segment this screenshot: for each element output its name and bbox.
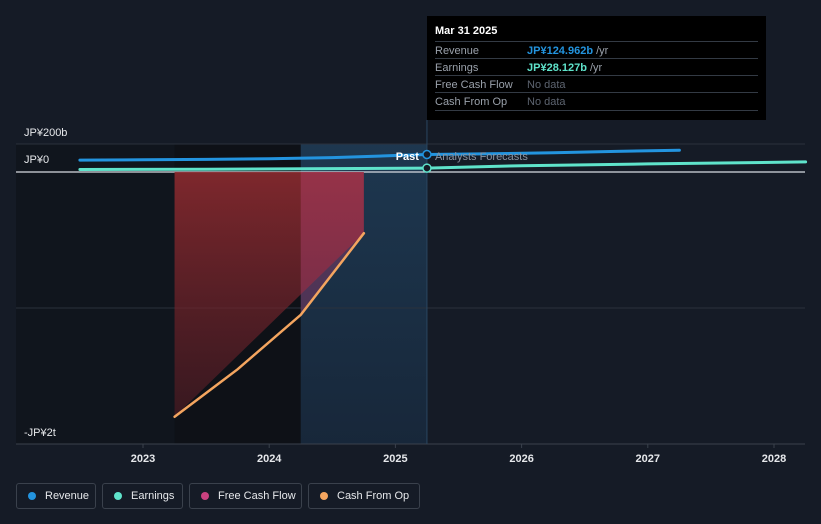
legend-item-revenue[interactable]: Revenue — [16, 483, 96, 509]
legend-label: Revenue — [45, 490, 90, 502]
tooltip-row-free-cash-flow: Free Cash Flow No data — [435, 75, 758, 93]
tooltip-label: Cash From Op — [435, 96, 508, 108]
revenue-line — [78, 148, 681, 162]
x-tick-label: 2025 — [383, 453, 407, 465]
tooltip-value: JP¥28.127b/yr — [527, 62, 603, 74]
tooltip: Mar 31 2025 Revenue JP¥124.962b/yr Earni… — [427, 16, 766, 120]
legend-label: Free Cash Flow — [218, 490, 296, 502]
revenue-marker — [422, 149, 432, 160]
earnings-marker — [422, 163, 432, 173]
legend-item-earnings[interactable]: Earnings — [102, 483, 183, 509]
revenue-dot-icon — [28, 492, 36, 500]
tooltip-label: Earnings — [435, 62, 479, 74]
legend-label: Cash From Op — [337, 490, 410, 502]
free-cash-flow-dot-icon — [201, 492, 209, 500]
forecast-label: Analysts Forecasts — [435, 151, 528, 163]
x-tick-label: 2027 — [636, 453, 660, 465]
y-tick-label: JP¥200b — [24, 127, 67, 139]
x-tick-label: 2023 — [131, 453, 155, 465]
legend-label: Earnings — [131, 490, 175, 502]
past-label: Past — [396, 151, 420, 163]
free-cash-flow-area-recent — [300, 172, 364, 315]
cash-from-op-line — [173, 231, 366, 419]
x-tick-label: 2028 — [762, 453, 786, 465]
earnings-dot-icon — [114, 492, 122, 500]
tooltip-label: Revenue — [435, 45, 480, 57]
tooltip-row-earnings: Earnings JP¥28.127b/yr — [435, 58, 758, 76]
y-tick-label: -JP¥2t — [24, 427, 56, 439]
y-tick-label: JP¥0 — [24, 154, 49, 166]
legend-item-cash-from-op[interactable]: Cash From Op — [308, 483, 420, 509]
tooltip-value: JP¥124.962b/yr — [527, 45, 609, 57]
tooltip-value: No data — [527, 96, 566, 108]
x-tick-label: 2026 — [509, 453, 533, 465]
tooltip-date: Mar 31 2025 — [435, 25, 498, 37]
free-cash-flow-area — [174, 172, 364, 417]
cash-from-op-dot-icon — [320, 492, 328, 500]
tooltip-row-revenue: Revenue JP¥124.962b/yr — [435, 41, 758, 59]
legend-item-free-cash-flow[interactable]: Free Cash Flow — [189, 483, 302, 509]
tooltip-label: Free Cash Flow — [435, 79, 513, 91]
x-tick-label: 2024 — [257, 453, 282, 465]
tooltip-value: No data — [527, 79, 566, 91]
tooltip-row-cash-from-op: Cash From Op No data — [435, 92, 758, 111]
